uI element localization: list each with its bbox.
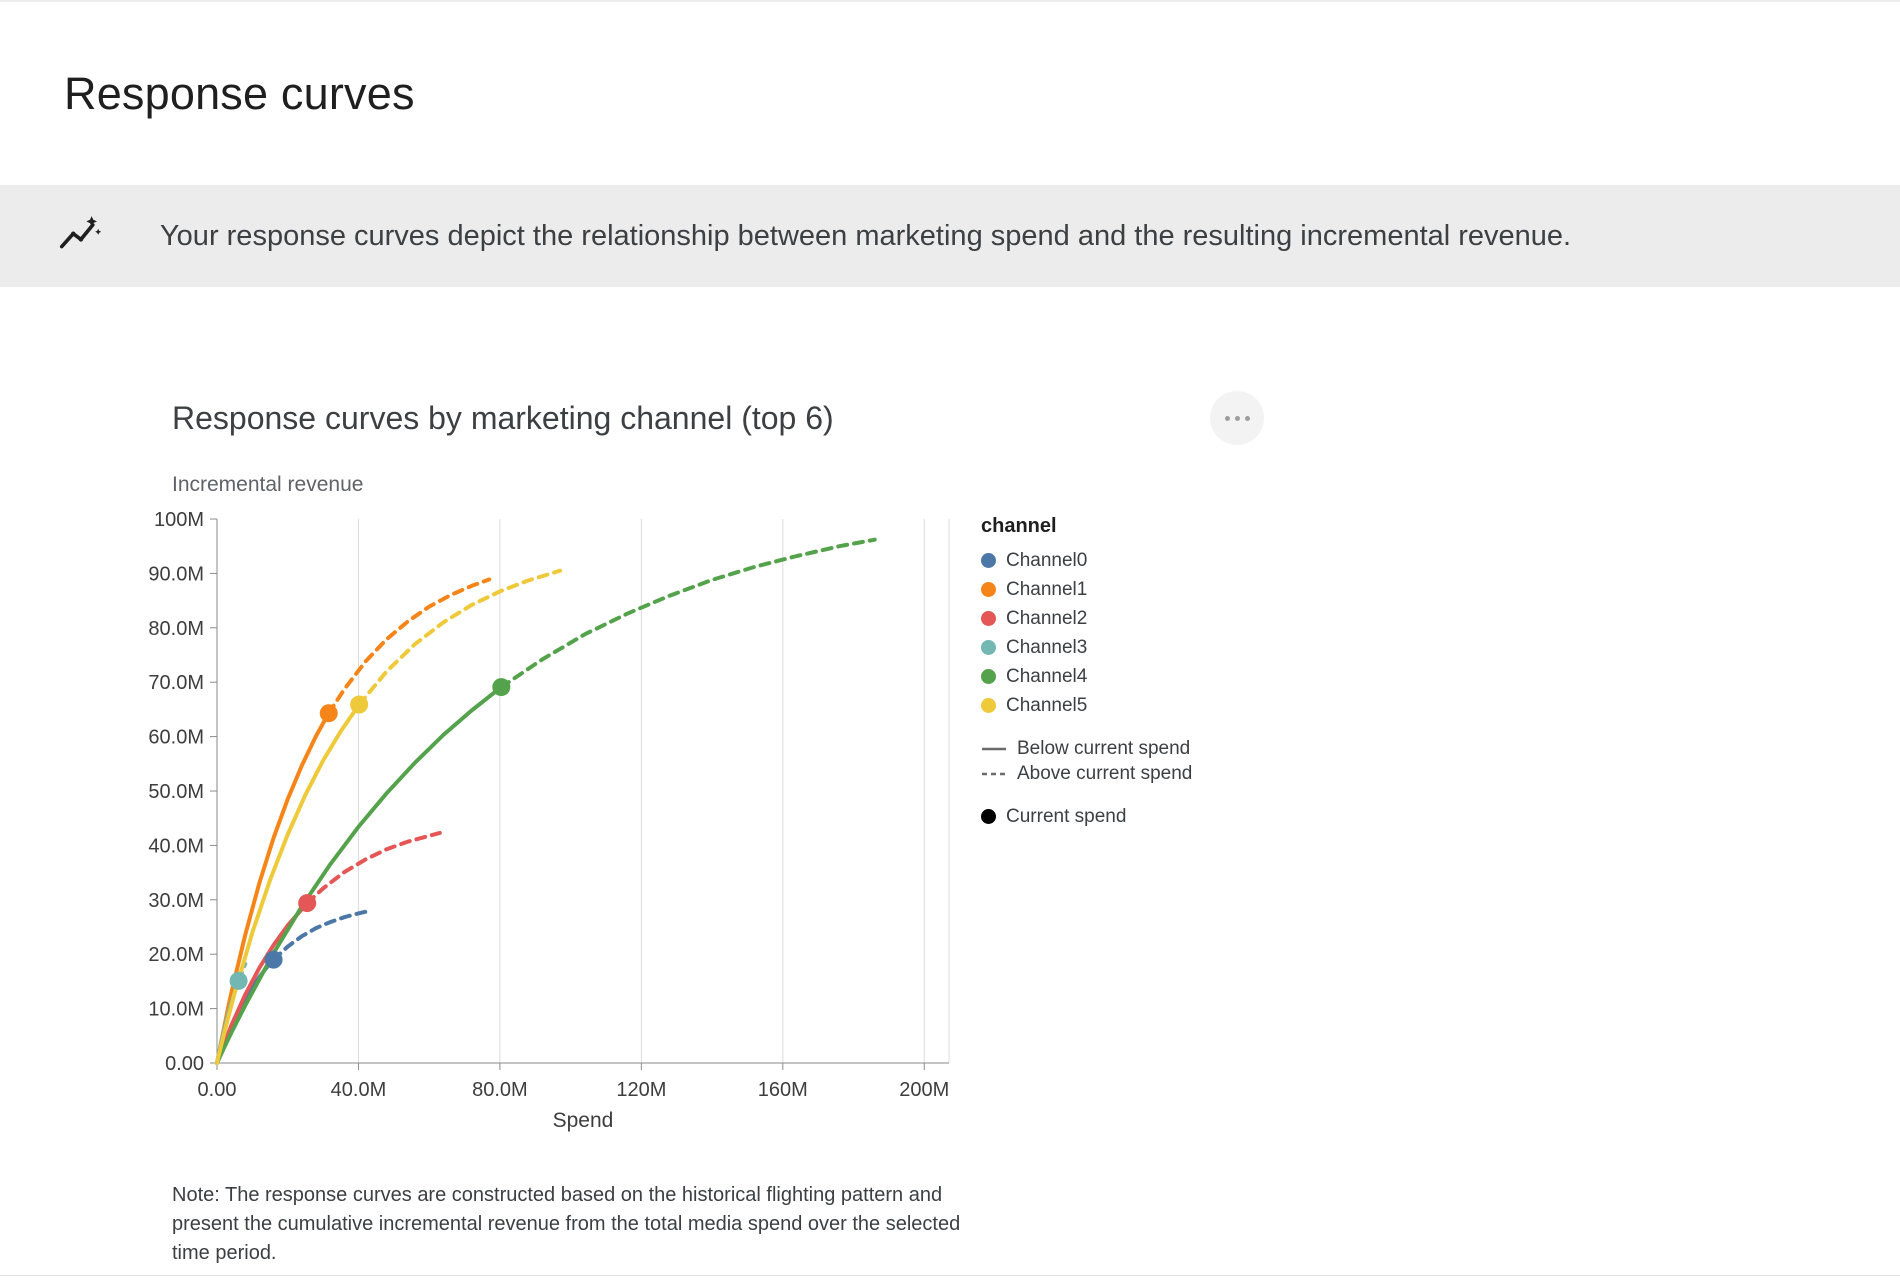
current-spend-dot-channel2[interactable] <box>298 894 317 913</box>
curve-above-channel1[interactable] <box>326 577 492 716</box>
y-tick-label: 0.00 <box>165 1053 204 1075</box>
insights-icon <box>56 213 102 259</box>
response-curves-card: Response curves by marketing channel (to… <box>148 391 1900 1268</box>
dashed-line-icon <box>981 765 1007 783</box>
legend-item-above-current-spend: Above current spend <box>981 761 1192 786</box>
current-spend-dot-channel3[interactable] <box>229 971 248 990</box>
legend-item-label: Channel1 <box>1006 578 1088 600</box>
y-tick-label: 20.0M <box>148 944 204 966</box>
current-spend-dot-channel1[interactable] <box>319 704 338 723</box>
x-tick-label: 200M <box>899 1079 949 1101</box>
card-header: Response curves by marketing channel (to… <box>172 391 1264 445</box>
more-options-button[interactable] <box>1210 391 1264 445</box>
more-options-icon <box>1224 415 1230 421</box>
chart-title: Response curves by marketing channel (to… <box>172 399 834 436</box>
response-curves-chart[interactable]: 0.00 10.0M 20.0M 30.0M 40.0M 50.0M 60.0M 70.0M 8… <box>112 505 969 1151</box>
legend-color-swatch <box>981 698 996 713</box>
legend-item-channel1: Channel1 <box>981 575 1192 604</box>
y-tick-label: 100M <box>154 509 204 531</box>
page-header: Response curves <box>0 2 1900 185</box>
x-tick-label: 120M <box>616 1079 666 1101</box>
y-tick-label: 70.0M <box>148 672 204 694</box>
axes: 0.00 10.0M 20.0M 30.0M 40.0M 50.0M 60.0M 70.0M 8… <box>148 509 949 1101</box>
curve-below-channel4[interactable] <box>215 685 504 1065</box>
legend-item-label: Above current spend <box>1017 762 1193 784</box>
legend-item-label: Channel4 <box>1006 665 1088 687</box>
solid-line-icon <box>981 740 1007 758</box>
x-tick-label: 40.0M <box>331 1079 387 1101</box>
y-tick-label: 80.0M <box>148 618 204 640</box>
chart-note: Note: The response curves are constructe… <box>172 1184 961 1264</box>
curve-above-channel5[interactable] <box>357 568 562 707</box>
legend-item-channel4: Channel4 <box>981 662 1192 691</box>
current-spend-dot-channel0[interactable] <box>264 950 283 969</box>
legend-item-label: Channel2 <box>1006 607 1088 629</box>
y-tick-label: 50.0M <box>148 781 204 803</box>
bottom-divider <box>0 1275 1900 1282</box>
legend-item-channel3: Channel3 <box>981 633 1192 662</box>
y-tick-label: 90.0M <box>148 563 204 585</box>
legend-item-channel5: Channel5 <box>981 691 1192 720</box>
current-spend-dot-icon <box>981 809 996 824</box>
legend-item-channel2: Channel2 <box>981 604 1192 633</box>
x-axis-title: Spend <box>553 1109 614 1132</box>
banner-text: Your response curves depict the relation… <box>160 219 1572 252</box>
legend-item-label: Channel0 <box>1006 549 1088 571</box>
y-tick-label: 10.0M <box>148 999 204 1021</box>
y-axis-title: Incremental revenue <box>172 473 364 496</box>
legend-item-label: Below current spend <box>1017 737 1191 759</box>
curve-above-channel0[interactable] <box>271 909 368 962</box>
legend-color-swatch <box>981 611 996 626</box>
chart-legend: channel Channel0 Channel1 Channel2 Channel3 C… <box>981 497 1192 831</box>
legend-item-below-current-spend: Below current spend <box>981 736 1192 761</box>
x-tick-label: 0.00 <box>198 1079 237 1101</box>
current-spend-dot-channel4[interactable] <box>492 678 511 697</box>
legend-item-current-spend: Current spend <box>981 802 1192 831</box>
x-tick-label: 160M <box>758 1079 808 1101</box>
legend-item-label: Channel5 <box>1006 694 1088 716</box>
legend-item-label: Current spend <box>1006 805 1127 827</box>
curve-above-channel2[interactable] <box>305 830 442 906</box>
legend-item-channel0: Channel0 <box>981 546 1192 575</box>
curve-below-channel5[interactable] <box>215 702 362 1065</box>
y-tick-label: 40.0M <box>148 835 204 857</box>
legend-color-swatch <box>981 582 996 597</box>
legend-title: channel <box>981 515 1057 537</box>
legend-color-swatch <box>981 669 996 684</box>
chart-row: 0.00 10.0M 20.0M 30.0M 40.0M 50.0M 60.0M 70.0M 8… <box>148 497 1900 1151</box>
page-title: Response curves <box>64 67 415 119</box>
legend-item-label: Channel3 <box>1006 636 1088 658</box>
content: Response curves by marketing channel (to… <box>0 391 1900 1268</box>
y-tick-label: 60.0M <box>148 727 204 749</box>
y-tick-label: 30.0M <box>148 890 204 912</box>
curve-above-channel4[interactable] <box>499 537 877 690</box>
legend-color-swatch <box>981 640 996 655</box>
legend-color-swatch <box>981 553 996 568</box>
x-tick-label: 80.0M <box>472 1079 528 1101</box>
current-spend-dot-channel5[interactable] <box>350 695 369 714</box>
insights-banner: Your response curves depict the relation… <box>0 185 1900 287</box>
response-curves <box>215 537 877 1065</box>
